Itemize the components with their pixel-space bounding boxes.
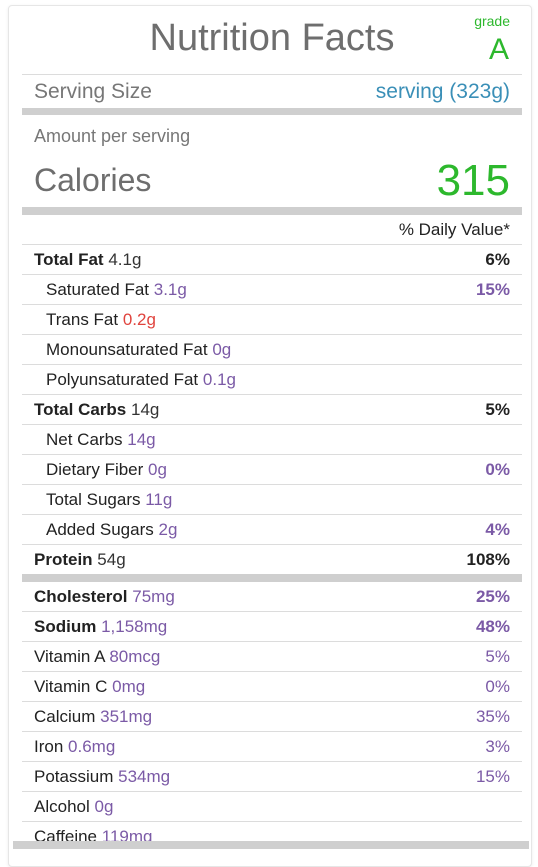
nutrient-amount: 0.6mg [68, 736, 116, 756]
nutrient-row-monounsaturated-fat: Monounsaturated Fat 0g [22, 335, 522, 365]
nutrient-row-total-sugars: Total Sugars 11g [22, 485, 522, 515]
nutrient-row-sodium: Sodium 1,158mg 48% [22, 612, 522, 642]
nutrient-name: Saturated Fat [46, 279, 150, 299]
nutrient-percent: 3% [485, 736, 510, 756]
nutrient-name: Net Carbs [46, 429, 123, 449]
nutrient-name: Potassium [34, 766, 114, 786]
nutrient-row-protein: Protein 54g 108% [22, 545, 522, 582]
nutrient-name: Caffeine [34, 826, 98, 846]
nutrient-percent: 5% [485, 399, 510, 419]
calories-value: 315 [436, 155, 510, 205]
nutrient-percent: 5% [485, 646, 510, 666]
nutrient-name: Vitamin A [34, 646, 105, 666]
nutrient-amount: 0g [94, 796, 114, 816]
nutrient-row-iron: Iron 0.6mg 3% [22, 732, 522, 762]
serving-size-value[interactable]: serving (323g) [375, 79, 510, 103]
nutrient-amount: 1,158mg [101, 616, 168, 636]
bottom-divider [13, 841, 529, 849]
nutrient-name: Total Sugars [46, 489, 141, 509]
nutrient-row-potassium: Potassium 534mg 15% [22, 762, 522, 792]
nutrient-name: Sodium [34, 616, 97, 636]
calories-label: Calories [34, 162, 152, 198]
nutrient-percent: 15% [475, 766, 510, 786]
nutrient-name: Total Carbs [34, 399, 127, 419]
title-row: Nutrition Facts grade A [22, 6, 522, 75]
nutrient-row-saturated-fat: Saturated Fat 3.1g 15% [22, 275, 522, 305]
nutrient-percent: 4% [485, 519, 510, 539]
nutrient-percent: 35% [475, 706, 510, 726]
nutrient-amount: 0mg [112, 676, 146, 696]
nutrient-percent: 6% [485, 249, 510, 269]
nutrient-name: Cholesterol [34, 586, 128, 606]
nutrient-amount: 14g [127, 429, 156, 449]
nutrient-amount: 11g [145, 489, 173, 509]
daily-value-label: % Daily Value* [398, 219, 510, 239]
nutrient-amount: 0g [148, 459, 167, 479]
nutrient-amount: 0.1g [202, 369, 236, 389]
nutrient-amount: 3.1g [153, 279, 187, 299]
nutrient-amount: 119mg [101, 826, 153, 846]
nutrient-amount: 14g [131, 399, 160, 419]
nutrient-amount: 351mg [100, 706, 153, 726]
daily-value-header: % Daily Value* [22, 215, 522, 245]
nutrient-name: Calcium [34, 706, 96, 726]
nutrient-name: Monounsaturated Fat [46, 339, 208, 359]
nutrient-amount: 80mcg [109, 646, 161, 666]
nutrient-amount: 2g [158, 519, 178, 539]
nutrient-row-net-carbs: Net Carbs 14g [22, 425, 522, 455]
nutrient-name: Iron [34, 736, 64, 756]
nutrient-name: Alcohol [34, 796, 90, 816]
nutrient-row-alcohol: Alcohol 0g [22, 792, 522, 822]
nutrient-name: Protein [34, 549, 93, 569]
nutrient-amount: 75mg [132, 586, 175, 606]
nutrient-name: Total Fat [34, 249, 104, 269]
nutrient-amount: 54g [97, 549, 126, 569]
nutrient-row-added-sugars: Added Sugars 2g 4% [22, 515, 522, 545]
nutrient-row-vitamin-a: Vitamin A 80mcg 5% [22, 642, 522, 672]
nutrient-row-total-fat: Total Fat 4.1g 6% [22, 245, 522, 275]
nutrient-name: Dietary Fiber [46, 459, 144, 479]
serving-size-row: Serving Size serving (323g) [22, 75, 522, 115]
nutrient-name: Added Sugars [46, 519, 154, 539]
nutrient-row-dietary-fiber: Dietary Fiber 0g 0% [22, 455, 522, 485]
nutrient-row-total-carbs: Total Carbs 14g 5% [22, 395, 522, 425]
nutrient-percent: 15% [475, 279, 510, 299]
nutrition-card: Nutrition Facts grade A Serving Size ser… [8, 5, 532, 867]
nutrient-row-vitamin-c: Vitamin C 0mg 0% [22, 672, 522, 702]
nutrient-amount: 0.2g [122, 309, 156, 329]
nutrient-percent: 0% [485, 676, 510, 696]
nutrient-percent: 25% [475, 586, 510, 606]
nutrient-name: Polyunsaturated Fat [46, 369, 199, 389]
nutrient-percent: 0% [485, 459, 510, 479]
nutrient-row-caffeine: Caffeine 119mg [22, 822, 522, 851]
nutrient-row-trans-fat: Trans Fat 0.2g [22, 305, 522, 335]
serving-size-label: Serving Size [34, 79, 152, 103]
nutrient-amount: 4.1g [108, 249, 142, 269]
nutrient-name: Vitamin C [34, 676, 108, 696]
nutrient-row-calcium: Calcium 351mg 35% [22, 702, 522, 732]
calories-row: Calories 315 [22, 154, 522, 215]
nutrient-percent: 48% [475, 616, 510, 636]
nutrient-amount: 0g [212, 339, 232, 359]
amount-per-serving-label: Amount per serving [34, 126, 191, 146]
nutrition-panel: Nutrition Facts grade A Serving Size ser… [22, 6, 522, 851]
nutrient-percent: 108% [466, 549, 510, 569]
nutrient-row-cholesterol: Cholesterol 75mg 25% [22, 582, 522, 612]
nutrient-row-polyunsaturated-fat: Polyunsaturated Fat 0.1g [22, 365, 522, 395]
nutrient-name: Trans Fat [46, 309, 119, 329]
nutrition-title: Nutrition Facts [149, 17, 395, 59]
grade-label: grade [474, 13, 510, 29]
grade-value: A [488, 33, 509, 66]
nutrient-amount: 534mg [118, 766, 171, 786]
